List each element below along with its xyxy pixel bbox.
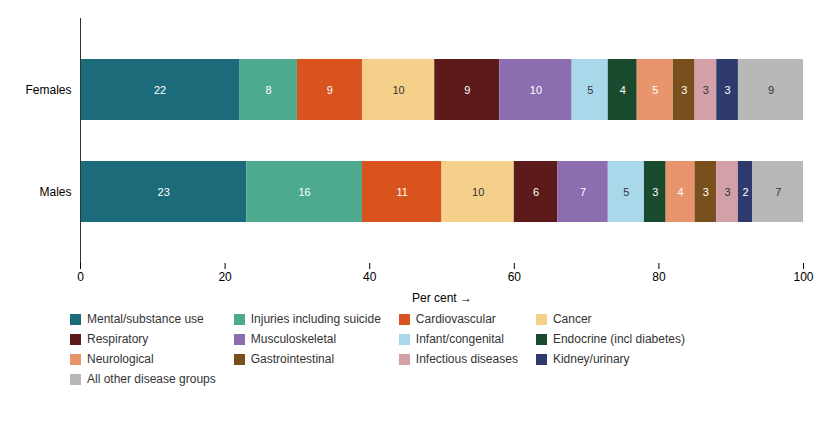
svg-text:5: 5	[652, 84, 658, 96]
svg-text:16: 16	[299, 186, 311, 198]
svg-text:9: 9	[464, 84, 470, 96]
svg-text:100: 100	[793, 270, 813, 284]
svg-text:2: 2	[743, 186, 749, 198]
svg-text:9: 9	[768, 84, 774, 96]
html-text:Injuries including suicide: Injuries including suicide	[250, 312, 381, 326]
svg-text:3: 3	[652, 186, 658, 198]
svg-text:4: 4	[678, 186, 684, 198]
svg-text:3: 3	[703, 186, 709, 198]
svg-text:3: 3	[703, 84, 709, 96]
svg-text:20: 20	[218, 270, 232, 284]
svg-text:23: 23	[158, 186, 170, 198]
svg-text:80: 80	[652, 270, 666, 284]
svg-text:Per cent →: Per cent →	[412, 291, 472, 305]
svg-text:Males: Males	[39, 185, 71, 199]
html-text:Endocrine (incl diabetes): Endocrine (incl diabetes)	[552, 332, 685, 346]
svg-text:4: 4	[620, 84, 626, 96]
svg-text:10: 10	[472, 186, 484, 198]
html-text:Musculoskeletal: Musculoskeletal	[250, 332, 337, 346]
svg-text:3: 3	[725, 84, 731, 96]
svg-text:11: 11	[397, 186, 408, 198]
svg-text:5: 5	[623, 186, 629, 198]
svg-text:9: 9	[327, 84, 333, 96]
svg-text:8: 8	[265, 84, 271, 96]
html-text:Respiratory: Respiratory	[87, 332, 149, 346]
svg-text:22: 22	[154, 84, 166, 96]
html-text:Gastrointestinal: Gastrointestinal	[250, 352, 335, 366]
html-text:Cardiovascular: Cardiovascular	[415, 312, 496, 326]
html-text:Infectious diseases: Infectious diseases	[415, 352, 518, 366]
svg-text:40: 40	[363, 270, 377, 284]
svg-text:5: 5	[587, 84, 593, 96]
svg-text:6: 6	[533, 186, 539, 198]
svg-text:10: 10	[530, 84, 542, 96]
html-text:Mental/substance use: Mental/substance use	[87, 312, 204, 326]
svg-text:3: 3	[725, 186, 731, 198]
svg-text:60: 60	[508, 270, 522, 284]
svg-text:3: 3	[681, 84, 687, 96]
svg-text:7: 7	[775, 186, 781, 198]
html-text:All other disease groups: All other disease groups	[87, 372, 216, 386]
svg-text:0: 0	[77, 270, 84, 284]
html-text:Cancer: Cancer	[552, 312, 592, 326]
svg-text:Females: Females	[25, 83, 71, 97]
html-text:Neurological: Neurological	[87, 352, 154, 366]
html-text:Kidney/urinary: Kidney/urinary	[552, 352, 630, 366]
svg-text:10: 10	[392, 84, 404, 96]
svg-text:7: 7	[580, 186, 586, 198]
html-text:Infant/congenital: Infant/congenital	[415, 332, 504, 346]
